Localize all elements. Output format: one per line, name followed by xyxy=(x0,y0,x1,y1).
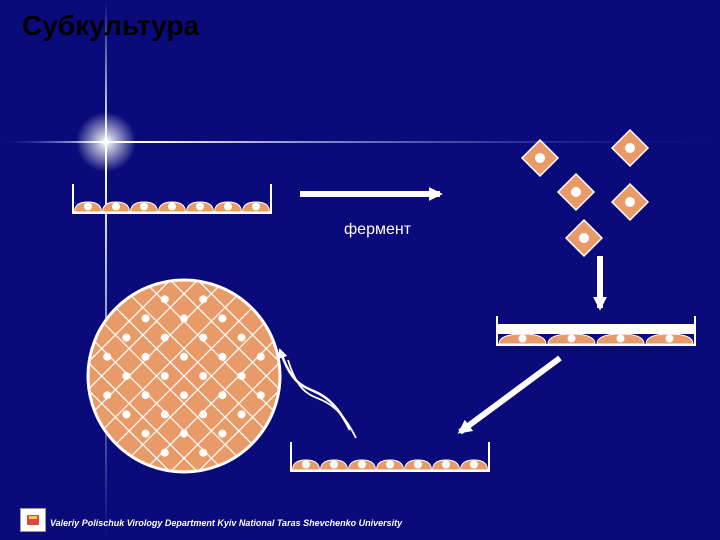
footer-attribution: Valeriy Polischuk Virology Department Ky… xyxy=(50,518,402,528)
diagram-canvas xyxy=(0,0,720,540)
enzyme-label: фермент xyxy=(344,221,411,239)
footer-crest-icon xyxy=(20,508,46,532)
slide-root: Субкультура фермент Valeriy Polischuk Vi… xyxy=(0,0,720,540)
free-cell-1 xyxy=(612,130,648,166)
dish-bottom-center xyxy=(290,442,490,472)
free-cell-3 xyxy=(612,184,648,220)
cell-sphere xyxy=(0,165,587,540)
free-cell-2 xyxy=(558,174,594,210)
dish-top-left xyxy=(72,184,272,214)
arrow-curved xyxy=(280,350,350,430)
free-cell-4 xyxy=(566,220,602,256)
free-cell-0 xyxy=(522,140,558,176)
arrow-diag xyxy=(460,358,560,432)
dish-right-mid xyxy=(496,316,696,346)
slide-title: Субкультура xyxy=(22,10,199,42)
